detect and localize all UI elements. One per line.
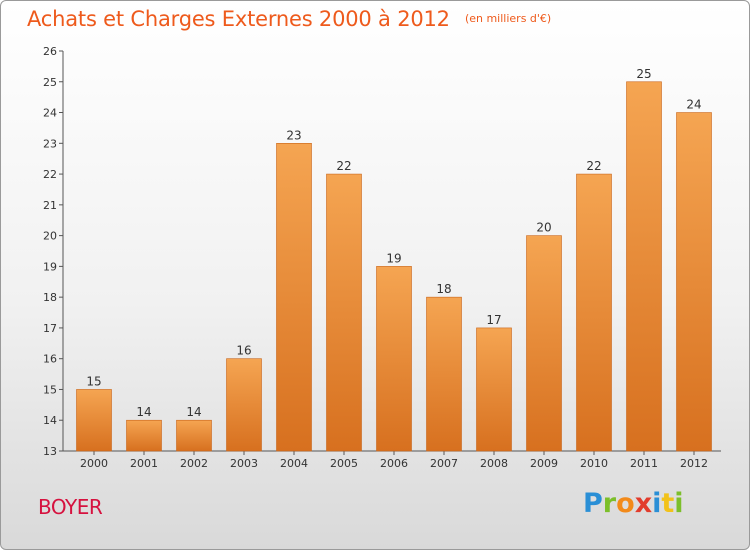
bar-2012	[676, 112, 712, 452]
x-tick-label: 2007	[430, 457, 458, 470]
x-tick-label: 2012	[680, 457, 708, 470]
y-tick-label: 19	[43, 260, 57, 273]
bar-2010	[576, 173, 612, 452]
y-tick-label: 22	[43, 168, 57, 181]
commune-name: BOYER	[38, 495, 103, 519]
bar-value-label: 22	[586, 159, 601, 173]
bar-value-label: 20	[536, 221, 551, 235]
x-tick-label: 2011	[630, 457, 658, 470]
x-tick-label: 2006	[380, 457, 408, 470]
x-tick-label: 2010	[580, 457, 608, 470]
bar-2001	[126, 419, 162, 452]
brand-letter: o	[616, 488, 635, 519]
y-tick-label: 18	[43, 291, 57, 304]
bar-2006	[376, 266, 412, 452]
brand-logo: Proxiti	[583, 488, 684, 519]
y-tick-label: 25	[43, 76, 57, 89]
y-tick-label: 24	[43, 107, 57, 120]
bar-2002	[176, 419, 212, 452]
bar-value-label: 15	[86, 374, 101, 388]
y-tick-label: 14	[43, 414, 57, 427]
brand-letter: r	[602, 488, 617, 519]
x-tick-label: 2009	[530, 457, 558, 470]
bar-2003	[226, 358, 262, 452]
brand-letter: i	[652, 488, 662, 519]
bar-value-label: 22	[336, 159, 351, 173]
bar-2005	[326, 173, 362, 452]
bar-value-label: 14	[186, 405, 201, 419]
x-tick-label: 2005	[330, 457, 358, 470]
bar-value-label: 25	[636, 67, 651, 81]
bar-2000	[76, 389, 112, 452]
brand-letter: x	[634, 488, 653, 519]
x-tick-label: 2004	[280, 457, 308, 470]
bar-value-label: 17	[486, 313, 501, 327]
y-tick-label: 20	[43, 230, 57, 243]
title-row: Achats et Charges Externes 2000 à 2012 (…	[27, 7, 551, 31]
y-tick-label: 21	[43, 199, 57, 212]
x-tick-label: 2008	[480, 457, 508, 470]
bar-2004	[276, 143, 312, 452]
brand-letter: P	[583, 488, 603, 519]
x-tick-label: 2000	[80, 457, 108, 470]
bar-value-label: 16	[236, 344, 251, 358]
bar-value-label: 24	[686, 98, 701, 112]
y-tick-label: 17	[43, 322, 57, 335]
bar-2008	[476, 327, 512, 452]
bar-2007	[426, 296, 462, 452]
y-tick-label: 13	[43, 445, 57, 458]
x-tick-label: 2001	[130, 457, 158, 470]
bar-2011	[626, 81, 662, 452]
x-tick-label: 2003	[230, 457, 258, 470]
bar-2009	[526, 235, 562, 452]
bar-value-label: 18	[436, 282, 451, 296]
y-tick-label: 15	[43, 383, 57, 396]
labels: 13 14 15 16 17 18 19 20 21 22 23 24 25 26 2000 15 2001 14…	[43, 45, 708, 470]
brand-letter: i	[674, 488, 684, 519]
bars	[76, 81, 712, 452]
bar-value-label: 14	[136, 405, 151, 419]
chart-subtitle: (en milliers d'€)	[464, 12, 552, 25]
brand-letter: t	[661, 488, 675, 519]
bar-value-label: 23	[286, 128, 301, 142]
chart-title: Achats et Charges Externes 2000 à 2012	[27, 7, 450, 31]
y-tick-label: 16	[43, 353, 57, 366]
y-tick-label: 26	[43, 45, 57, 58]
bar-value-label: 19	[386, 251, 401, 265]
y-tick-label: 23	[43, 137, 57, 150]
x-tick-label: 2002	[180, 457, 208, 470]
